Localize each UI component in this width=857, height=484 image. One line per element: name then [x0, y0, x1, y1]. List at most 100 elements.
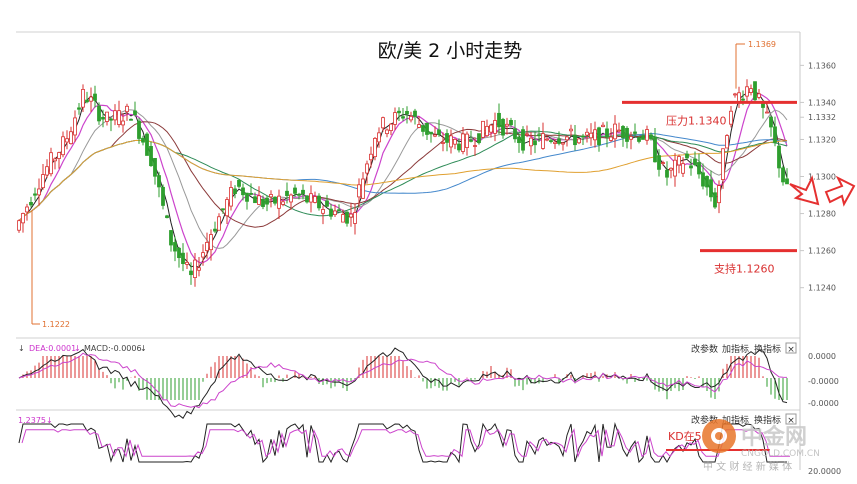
candle-up: [185, 261, 189, 265]
candle-down: [241, 187, 245, 196]
candle-down: [101, 116, 105, 120]
ma-blue-line: [18, 132, 788, 222]
candle-up: [393, 112, 397, 125]
close-icon[interactable]: ×: [787, 416, 795, 426]
candle-up: [209, 234, 213, 251]
candle-up: [381, 117, 385, 129]
candle-up: [193, 259, 197, 278]
candle-up: [493, 120, 497, 134]
candle-down: [637, 137, 641, 142]
candle-up: [321, 209, 325, 214]
macd-add-indicator-button[interactable]: 加指标: [722, 343, 749, 355]
support-label: 支持1.1260: [714, 262, 775, 276]
macd-histogram: [22, 356, 788, 400]
price-tick-label: 1.1240: [808, 284, 836, 293]
candle-up: [377, 132, 381, 143]
candlesticks: [17, 79, 789, 287]
candle-down: [137, 120, 141, 139]
candle-up: [601, 124, 605, 128]
watermark-tagline: 中 文 财 经 新 媒 体: [703, 460, 792, 473]
macd-dea-arrow-icon: ↓: [74, 344, 81, 353]
candle-up: [481, 120, 485, 138]
candle-down: [305, 195, 309, 203]
candle-down: [93, 93, 97, 101]
candle-up: [277, 195, 281, 209]
macd-lines: [18, 347, 788, 419]
forecast-arrow-down-icon: [789, 175, 820, 206]
candle-down: [425, 122, 429, 135]
candle-down: [653, 136, 657, 163]
candle-down: [705, 176, 709, 188]
candle-down: [773, 126, 777, 143]
macd-dif-line: [18, 347, 788, 419]
candle-up: [37, 188, 41, 196]
candle-up: [749, 88, 753, 93]
candle-down: [477, 133, 481, 144]
candle-up: [57, 152, 61, 159]
candle-up: [733, 93, 737, 96]
candle-down: [325, 200, 329, 207]
price-tick-label: 1.1260: [808, 247, 836, 256]
ma-gray-line: [18, 109, 788, 249]
candle-up: [105, 111, 109, 122]
candle-down: [165, 215, 169, 219]
candle-down: [405, 110, 409, 115]
price-axis: 1.1360 1.1340 1.1332 1.1320 1.1300 1.1280 1.12…: [800, 61, 836, 293]
candle-down: [741, 98, 745, 101]
candle-up: [673, 159, 677, 177]
candle-down: [625, 127, 629, 142]
candle-up: [681, 163, 685, 174]
candle-down: [337, 209, 341, 212]
macd-close-box[interactable]: [785, 342, 797, 354]
kd-k-line: [18, 422, 787, 464]
candle-up: [53, 158, 57, 162]
candle-up: [577, 138, 581, 144]
candle-down: [685, 153, 689, 159]
candle-up: [717, 185, 721, 204]
macd-edit-params-button[interactable]: 改参数: [691, 343, 718, 355]
kd-annotation: KD在5: [668, 430, 702, 443]
candle-down: [177, 247, 181, 259]
macd-switch-indicator-button[interactable]: 换指标: [754, 343, 781, 355]
candle-down: [285, 190, 289, 197]
macd-panel: ↓ DEA:0.0001 ↓ MACD:-0.0006 ↓ 0.0000 -0.…: [18, 344, 839, 419]
candle-up: [269, 194, 273, 198]
kd-close-button[interactable]: ×: [785, 413, 797, 426]
kd-close-box[interactable]: [785, 413, 797, 425]
candle-down: [509, 120, 513, 126]
candle-down: [221, 208, 225, 211]
high-marker: 1.1369: [735, 40, 776, 89]
candle-down: [501, 118, 505, 136]
candle-down: [213, 228, 217, 232]
candle-down: [233, 188, 237, 194]
candle-down: [97, 105, 101, 122]
ma-brown-line: [18, 121, 788, 228]
candle-up: [349, 213, 353, 218]
candle-down: [173, 242, 177, 252]
candle-down: [573, 134, 577, 146]
support-resistance-levels: 压力1.1340 支持1.1260: [622, 100, 797, 276]
candle-down: [597, 127, 601, 146]
close-icon[interactable]: ×: [787, 345, 795, 355]
candle-down: [149, 146, 153, 167]
candle-up: [629, 136, 633, 140]
watermark-logo-core: [715, 432, 723, 440]
candle-down: [665, 169, 669, 178]
candle-down: [633, 131, 637, 134]
candle-down: [345, 211, 349, 224]
candle-down: [249, 192, 253, 195]
candle-up: [385, 129, 389, 135]
arrow-up-icon-shape: [824, 175, 856, 207]
price-tick-label: 1.1300: [808, 173, 836, 182]
candle-down: [457, 143, 461, 151]
candle-up: [369, 153, 373, 161]
candle-up: [65, 138, 69, 143]
candle-up: [225, 199, 229, 217]
candle-up: [217, 216, 221, 231]
candle-down: [753, 81, 757, 101]
macd-tick-1: 0.0000: [808, 352, 836, 361]
kd-switch-indicator-button[interactable]: 换指标: [754, 414, 781, 426]
candle-down: [445, 133, 449, 143]
macd-down-arrow-icon: ↓: [18, 344, 25, 353]
macd-close-button[interactable]: ×: [785, 342, 797, 355]
